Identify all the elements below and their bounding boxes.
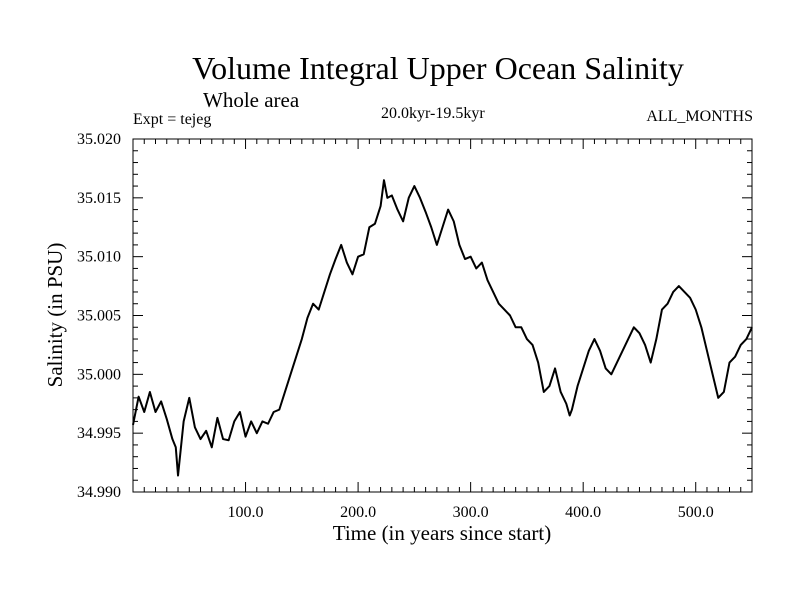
salinity-series-line xyxy=(132,179,753,477)
experiment-label: Expt = tejeg xyxy=(133,111,212,128)
y-tick-label: 35.000 xyxy=(77,366,121,383)
chart-subtitle: Whole area xyxy=(203,88,300,112)
x-tick-label: 400.0 xyxy=(565,504,601,521)
y-axis-label: Salinity (in PSU) xyxy=(43,243,67,388)
x-tick-label: 300.0 xyxy=(453,504,489,521)
axis-tick-labels: 100.0 200.0 300.0 400.0 500.0 34.990 34.995 35.… xyxy=(77,131,714,521)
x-tick-label: 500.0 xyxy=(678,504,714,521)
y-tick-label: 35.020 xyxy=(77,131,121,148)
x-tick-label: 200.0 xyxy=(340,504,376,521)
chart-title: Volume Integral Upper Ocean Salinity xyxy=(192,50,684,86)
y-tick-label: 35.015 xyxy=(77,190,121,207)
period-label: 20.0kyr-19.5kyr xyxy=(381,105,485,122)
y-tick-label: 35.005 xyxy=(77,308,121,325)
y-tick-label: 35.010 xyxy=(77,249,121,266)
months-label: ALL_MONTHS xyxy=(646,108,753,125)
x-axis-label: Time (in years since start) xyxy=(333,521,552,545)
y-tick-label: 34.995 xyxy=(77,425,121,442)
axis-ticks xyxy=(133,138,752,493)
x-tick-label: 100.0 xyxy=(228,504,264,521)
y-tick-label: 34.990 xyxy=(77,484,121,501)
